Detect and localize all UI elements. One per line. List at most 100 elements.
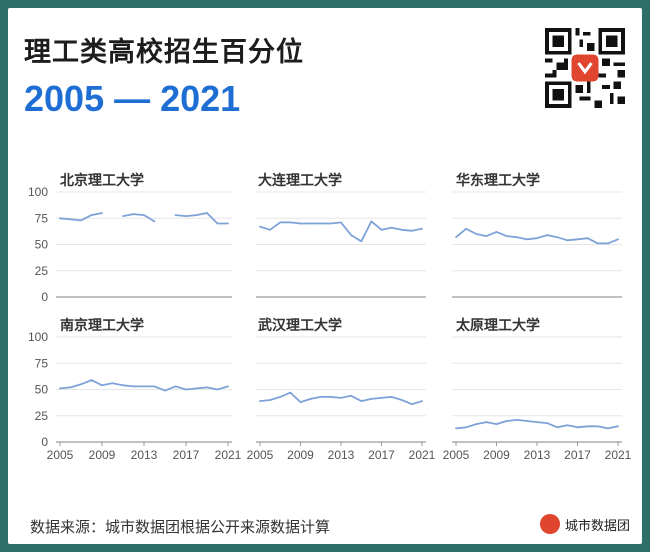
series-line [59,212,103,222]
panel-3: 华东理工大学 [452,172,622,298]
qr-code-icon [545,28,625,108]
data-point [360,240,363,243]
brand-mark: 城市数据团 [540,514,630,534]
data-point [206,212,208,214]
data-point [606,427,609,430]
data-point [59,387,61,390]
y-tick-label: 100 [28,185,48,199]
data-point [206,386,208,389]
data-source-note: 数据来源：城市数据团根据公开来源数据计算 [30,518,331,536]
data-point [410,403,413,406]
y-tick-label: 75 [35,356,49,370]
brand-logo-icon [540,514,560,534]
x-tick-label: 2009 [287,448,314,462]
data-point [505,235,508,238]
data-point [289,221,292,224]
panel-title: 北京理工大学 [60,172,144,188]
data-point [350,234,353,236]
data-point [360,400,363,402]
data-point [505,420,508,422]
x-tick-label: 2013 [131,448,158,462]
data-point [556,426,559,429]
data-point [421,400,423,402]
y-tick-label: 75 [35,211,49,225]
panel-4: 南京理工大学 0 25 50 75 100 2005 2009 2013 2017 2021 [28,317,242,462]
data-point [174,385,177,388]
data-point [390,395,393,398]
data-point [269,228,272,231]
data-point [101,212,103,214]
data-point [174,214,177,217]
x-tick-label: 2005 [247,448,274,462]
data-point [329,395,332,398]
data-point [556,236,559,239]
data-point [515,236,518,239]
data-point [195,214,198,217]
data-point [90,379,93,381]
x-tick-label: 2021 [409,448,436,462]
data-point [465,227,468,230]
data-point [586,425,589,428]
panel-6: 太原理工大学 2005 2009 2013 2017 2021 [443,317,632,462]
data-point [495,231,498,233]
data-point [380,397,383,399]
data-point [455,427,457,430]
data-point [279,221,282,224]
data-point [80,219,82,222]
data-point [546,422,549,424]
data-point [143,214,145,217]
data-point [606,242,609,245]
data-point [340,397,342,399]
panel-title: 南京理工大学 [60,317,144,333]
data-point [111,382,114,385]
data-point [525,238,528,241]
infographic-card [8,8,642,544]
x-tick-label: 2009 [483,448,510,462]
data-point [576,238,579,241]
data-point [390,226,393,229]
data-point [596,242,599,245]
data-point [465,426,468,429]
data-point [309,398,312,400]
page-title: 理工类高校招生百分位 [24,37,304,68]
y-tick-label: 0 [41,290,48,304]
series-line [122,213,155,223]
x-tick-label: 2005 [47,448,74,462]
panel-2: 大连理工大学 [256,172,426,298]
data-point [132,385,135,388]
data-point [536,237,538,240]
data-point [69,386,72,389]
panel-title: 大连理工大学 [258,172,342,188]
data-point [485,235,488,238]
data-point [122,215,124,218]
data-point [596,425,599,428]
data-point [319,222,322,225]
x-tick-label: 2005 [443,448,470,462]
x-tick-label: 2017 [368,448,395,462]
y-tick-label: 50 [35,383,49,397]
data-point [216,388,219,391]
data-point [122,384,124,387]
data-point [185,215,187,218]
panel-1: 北京理工大学 0 25 50 75 100 [28,172,232,304]
data-point [90,214,93,217]
x-tick-label: 2017 [173,448,200,462]
data-point [410,229,413,232]
data-point [586,237,589,240]
data-point [164,389,166,392]
data-point [617,425,619,428]
panel-title: 武汉理工大学 [258,317,342,333]
panel-title: 华东理工大学 [456,172,540,188]
data-point [216,222,219,225]
data-point [566,424,569,427]
data-point [525,420,528,422]
data-point [400,228,403,231]
data-point [299,401,302,403]
data-point [546,234,549,236]
series-line [259,220,423,243]
data-point [289,391,292,394]
x-tick-label: 2013 [328,448,355,462]
y-tick-label: 25 [35,264,49,278]
y-tick-label: 50 [35,238,49,252]
data-point [80,383,82,386]
